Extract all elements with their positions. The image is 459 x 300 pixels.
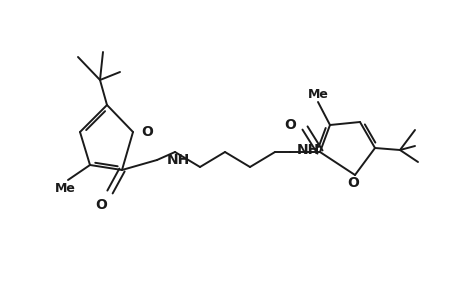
Text: O: O	[284, 118, 295, 132]
Text: Me: Me	[307, 88, 328, 100]
Text: NH: NH	[297, 143, 319, 157]
Text: O: O	[95, 198, 106, 212]
Text: NH: NH	[167, 153, 190, 167]
Text: O: O	[141, 125, 152, 139]
Text: O: O	[346, 176, 358, 190]
Text: Me: Me	[55, 182, 75, 194]
